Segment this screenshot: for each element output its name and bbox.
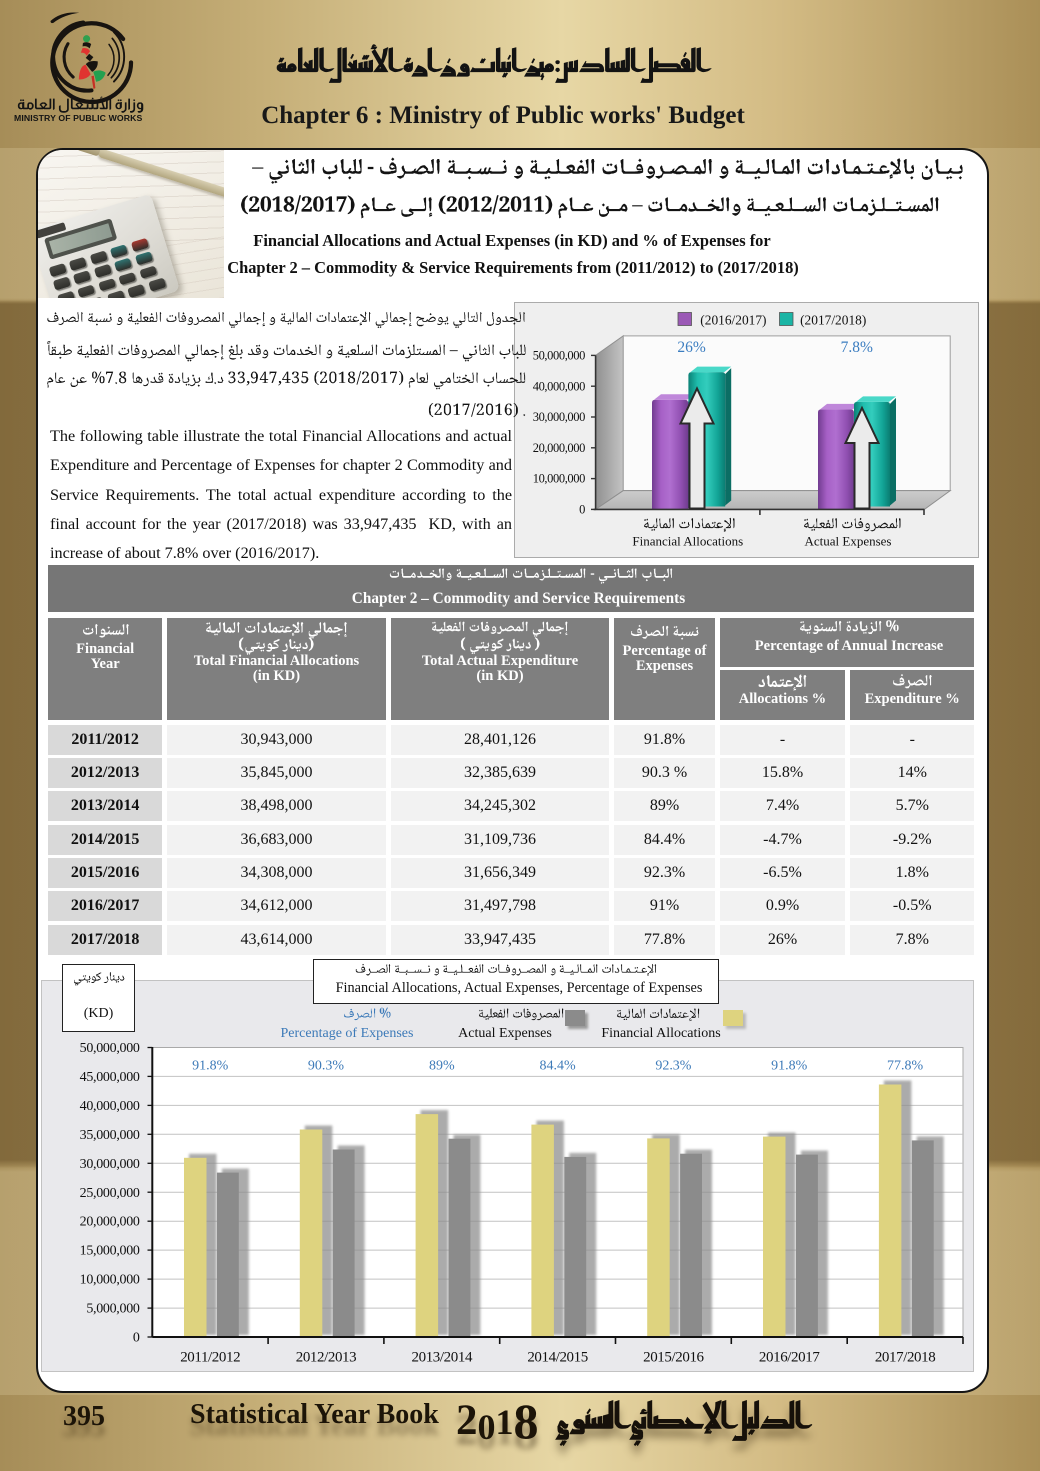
svg-text:90.3%: 90.3% bbox=[308, 1059, 344, 1074]
svg-text:2015/2016: 2015/2016 bbox=[643, 1350, 704, 1366]
svg-text:91.8%: 91.8% bbox=[192, 1059, 228, 1074]
svg-text:(2017/2018): (2017/2018) bbox=[800, 313, 866, 328]
svg-text:0: 0 bbox=[579, 503, 585, 517]
svg-text:45,000,000: 45,000,000 bbox=[80, 1070, 140, 1085]
svg-text:26%: 26% bbox=[677, 339, 706, 356]
svg-text:(2016/2017): (2016/2017) bbox=[700, 313, 766, 328]
svg-text:10,000,000: 10,000,000 bbox=[80, 1273, 140, 1288]
svg-text:30,000,000: 30,000,000 bbox=[533, 410, 585, 424]
svg-text:10,000,000: 10,000,000 bbox=[533, 472, 585, 486]
svg-text:91.8%: 91.8% bbox=[771, 1059, 807, 1074]
svg-text:2014/2015: 2014/2015 bbox=[527, 1350, 588, 1366]
svg-text:2012/2013: 2012/2013 bbox=[296, 1350, 357, 1366]
svg-text:30,000,000: 30,000,000 bbox=[80, 1157, 140, 1172]
svg-text:Financial Allocations: Financial Allocations bbox=[632, 534, 743, 549]
svg-text:20,000,000: 20,000,000 bbox=[533, 441, 585, 455]
svg-text:25,000,000: 25,000,000 bbox=[80, 1186, 140, 1201]
svg-text:40,000,000: 40,000,000 bbox=[533, 379, 585, 393]
svg-text:89%: 89% bbox=[429, 1059, 455, 1074]
svg-text:0: 0 bbox=[133, 1330, 140, 1345]
svg-text:84.4%: 84.4% bbox=[540, 1059, 576, 1074]
svg-text:50,000,000: 50,000,000 bbox=[80, 1041, 140, 1056]
svg-text:5,000,000: 5,000,000 bbox=[86, 1302, 140, 1317]
svg-text:2016/2017: 2016/2017 bbox=[759, 1350, 820, 1366]
svg-text:50,000,000: 50,000,000 bbox=[533, 349, 585, 363]
svg-text:2017/2018: 2017/2018 bbox=[875, 1350, 936, 1366]
svg-text:40,000,000: 40,000,000 bbox=[80, 1099, 140, 1114]
svg-text:35,000,000: 35,000,000 bbox=[80, 1128, 140, 1143]
svg-text:Actual Expenses: Actual Expenses bbox=[804, 534, 891, 549]
svg-text:15,000,000: 15,000,000 bbox=[80, 1244, 140, 1259]
svg-text:7.8%: 7.8% bbox=[841, 339, 873, 356]
svg-text:20,000,000: 20,000,000 bbox=[80, 1215, 140, 1230]
svg-text:92.3%: 92.3% bbox=[655, 1059, 691, 1074]
svg-text:77.8%: 77.8% bbox=[887, 1059, 923, 1074]
svg-text:2011/2012: 2011/2012 bbox=[180, 1350, 240, 1366]
svg-text:2013/2014: 2013/2014 bbox=[412, 1350, 473, 1366]
